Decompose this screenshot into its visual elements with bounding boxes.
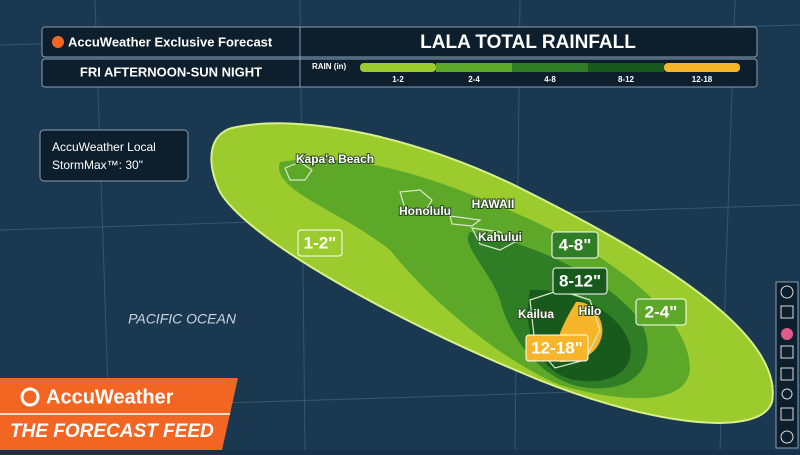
place-label: HAWAII: [472, 197, 515, 211]
tool-icon[interactable]: [780, 345, 794, 359]
info-box: [39, 129, 189, 182]
legend-label: 4-8: [544, 75, 556, 84]
legend: 1-2 2-4 4-8 8-12 12-18: [360, 63, 740, 84]
place-label: Honolulu: [399, 204, 451, 218]
title: LALA TOTAL RAINFALL: [420, 32, 636, 53]
legend-swatch: [360, 63, 436, 72]
zone-badge: [635, 298, 687, 326]
zone-badge: [525, 334, 589, 362]
info-line: StormMax™: 30": [52, 158, 143, 172]
footer-logo: [20, 387, 40, 407]
title-bar: [41, 26, 758, 58]
zone-label: 8-12": [559, 271, 601, 290]
period: FRI AFTERNOON-SUN NIGHT: [80, 64, 262, 79]
zone-label: 1-2": [304, 233, 337, 252]
toolbar: [775, 281, 799, 449]
zone-labels: 1-2" 2-4" 4-8" 8-12" 12-18": [297, 229, 687, 362]
zone-label: 12-18": [531, 338, 583, 357]
tool-icon[interactable]: [781, 328, 793, 340]
legend-title: RAIN (in): [312, 62, 347, 71]
brand-line: AccuWeather Exclusive Forecast: [68, 34, 273, 49]
tool-icon[interactable]: [780, 305, 794, 319]
zone-label: 4-8": [559, 235, 592, 254]
ocean-label: PACIFIC OCEAN: [128, 311, 237, 327]
legend-label: 1-2: [392, 75, 404, 84]
tool-icon[interactable]: [780, 285, 794, 299]
legend-swatch: [588, 63, 664, 72]
zone-badge: [297, 229, 343, 257]
tool-icon[interactable]: [780, 407, 794, 421]
tool-icon[interactable]: [781, 388, 793, 400]
header: AccuWeather Exclusive Forecast LALA TOTA…: [41, 26, 758, 88]
legend-swatch: [664, 63, 740, 72]
legend-swatch: [436, 63, 512, 72]
footer-brand: AccuWeather: [46, 386, 174, 408]
zone-badge: [551, 231, 599, 259]
footer: AccuWeather THE FORECAST FEED: [0, 378, 238, 450]
place-label: Kahului: [478, 230, 522, 244]
legend-label: 2-4: [468, 75, 480, 84]
footer-show: THE FORECAST FEED: [10, 421, 214, 442]
place-label: Kailua: [518, 307, 554, 321]
zone-badge: [552, 267, 608, 295]
zone-label: 2-4": [645, 302, 678, 321]
place-label: Kapa'a Beach: [296, 152, 374, 166]
tool-icon[interactable]: [780, 367, 794, 381]
place-label: Hilo: [579, 304, 602, 318]
legend-label: 8-12: [618, 75, 635, 84]
legend-label: 12-18: [692, 75, 713, 84]
info-line: AccuWeather Local: [52, 140, 156, 154]
tool-icon[interactable]: [780, 430, 794, 444]
toolbar-bg: [775, 281, 799, 449]
logo-sun: [52, 36, 64, 48]
legend-swatch: [512, 63, 588, 72]
